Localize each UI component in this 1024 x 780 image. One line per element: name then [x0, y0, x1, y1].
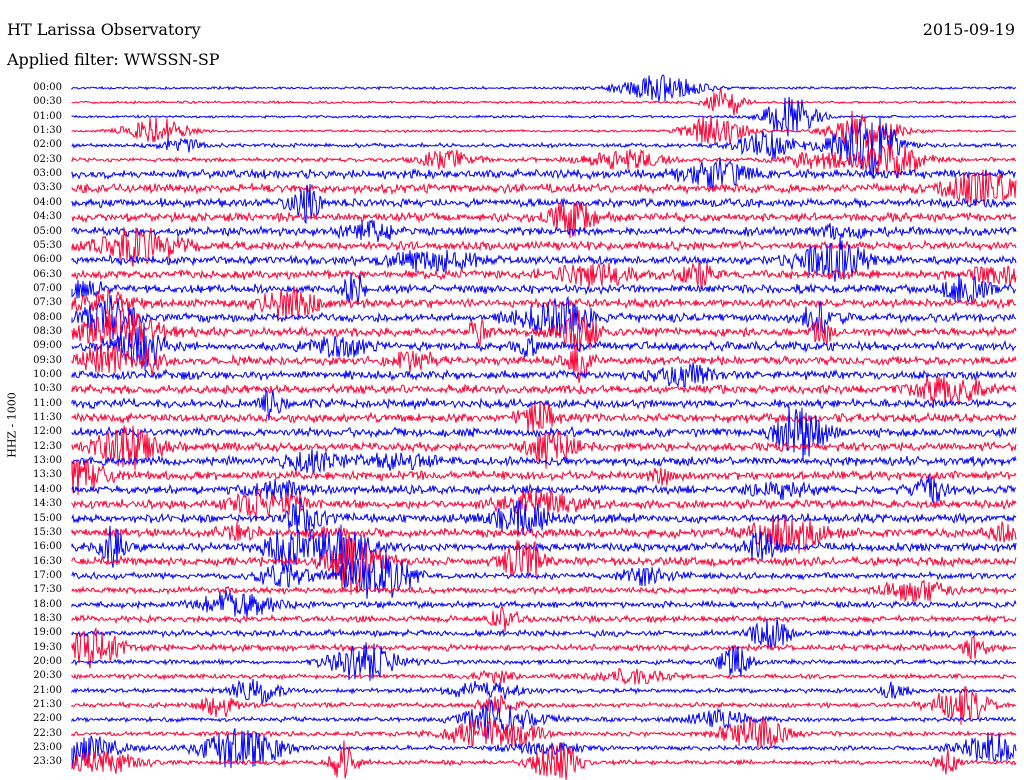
row-label: 11:00: [33, 397, 62, 409]
row-label: 20:30: [33, 670, 62, 682]
trace-row: [71, 74, 1016, 102]
trace-row: [71, 322, 1017, 371]
row-label: 12:30: [33, 440, 62, 452]
trace-row: [71, 117, 1017, 179]
trace-row: [71, 532, 1017, 595]
row-label: 10:30: [33, 383, 62, 395]
row-label: 06:30: [33, 268, 62, 280]
row-label: 05:00: [33, 225, 62, 237]
row-label: 14:30: [33, 498, 62, 510]
trace-row: [71, 237, 1017, 282]
row-label: 18:30: [33, 612, 62, 624]
trace-row: [71, 272, 1017, 306]
row-label: 22:30: [33, 727, 62, 739]
trace-row: [71, 740, 1017, 780]
trace-row: [71, 157, 1017, 190]
trace-row: [71, 554, 1017, 599]
trace-row: [71, 579, 1017, 604]
trace-row: [71, 496, 1017, 536]
trace-row: [71, 96, 1017, 137]
row-label: 10:00: [33, 369, 62, 380]
row-label: 15:30: [33, 526, 62, 538]
trace-row: [71, 488, 1017, 519]
row-label: 17:00: [33, 569, 62, 581]
trace-row: [71, 589, 1017, 618]
trace-row: [71, 295, 1017, 340]
row-label: 13:30: [33, 469, 62, 481]
row-label: 05:30: [33, 239, 62, 251]
row-label: 21:00: [33, 684, 62, 696]
trace-row: [71, 344, 1017, 384]
row-label: 08:00: [33, 311, 62, 323]
row-label: 07:30: [33, 297, 62, 309]
row-label: 14:00: [33, 483, 62, 495]
trace-row: [71, 201, 1017, 239]
trace-row: [71, 88, 1017, 116]
row-label: 08:30: [33, 325, 62, 337]
row-label: 01:30: [33, 125, 62, 137]
record-date: 2015-09-19: [922, 20, 1015, 39]
trace-row: [71, 425, 1017, 470]
trace-row: [71, 307, 1017, 353]
trace-row: [71, 685, 1017, 725]
trace-row: [71, 627, 1017, 669]
row-label: 03:00: [33, 168, 62, 180]
trace-row: [71, 227, 1017, 267]
trace-row: [71, 169, 1017, 206]
trace-row: [71, 262, 1017, 290]
trace-row: [71, 406, 1017, 462]
trace-row: [71, 515, 1017, 554]
trace-row: [71, 183, 1017, 224]
row-label: 02:30: [33, 153, 62, 165]
row-label: 01:00: [33, 110, 62, 122]
trace-row: [71, 667, 1017, 686]
row-label: 23:00: [33, 742, 62, 754]
trace-row: [71, 699, 1017, 739]
row-label: 11:30: [33, 412, 62, 424]
trace-row: [71, 678, 1017, 705]
row-label: 04:30: [33, 211, 62, 223]
filter-label: Applied filter: WWSSN-SP: [7, 50, 220, 69]
trace-row: [71, 218, 1017, 242]
row-label: 22:00: [33, 713, 62, 725]
row-label: 20:00: [33, 656, 62, 667]
time-row-labels: 00:00 00:30 01:00 01:30 02:00 02:30 03:00 03:30…: [0, 0, 66, 780]
trace-row: [71, 362, 1017, 389]
row-label: 16:30: [33, 555, 62, 567]
row-label: 09:00: [33, 340, 62, 352]
trace-row: [71, 717, 1017, 748]
row-label: 09:30: [33, 354, 62, 366]
row-label: 02:00: [33, 139, 62, 151]
row-label: 00:30: [33, 96, 62, 108]
row-label: 15:00: [33, 512, 62, 524]
trace-row: [71, 618, 1017, 651]
row-label: 04:00: [33, 196, 62, 208]
row-label: 12:00: [33, 426, 62, 438]
row-label: 19:30: [33, 641, 62, 653]
trace-row: [71, 474, 1017, 503]
row-label: 17:30: [33, 584, 62, 596]
row-label: 23:30: [33, 756, 62, 768]
trace-row: [71, 400, 1017, 432]
trace-row: [71, 375, 1017, 406]
trace-row: [71, 642, 1017, 681]
trace-row: [71, 110, 1017, 150]
trace-row: [71, 448, 1017, 474]
row-label: 18:00: [33, 598, 62, 610]
row-label: 06:00: [33, 254, 62, 266]
trace-row: [71, 604, 1017, 633]
row-label: 16:00: [33, 541, 62, 553]
station-title: HT Larissa Observatory: [7, 20, 201, 39]
row-label: 13:00: [33, 455, 62, 467]
row-label: 07:00: [33, 282, 62, 294]
row-label: 21:30: [33, 699, 62, 711]
row-label: 03:30: [33, 182, 62, 194]
trace-row: [71, 142, 1017, 179]
trace-row: [71, 524, 1017, 573]
row-label: 00:00: [33, 82, 62, 93]
row-label: 19:00: [33, 627, 62, 639]
trace-row: [71, 459, 1017, 495]
